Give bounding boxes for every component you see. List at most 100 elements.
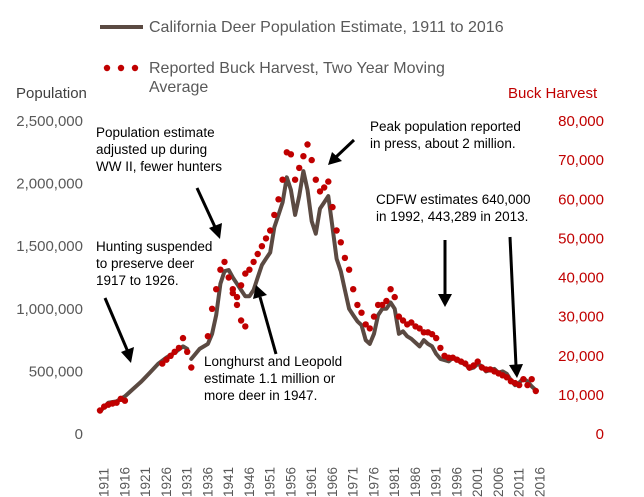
harvest-point <box>242 270 249 277</box>
harvest-point <box>304 141 311 148</box>
y-left-tick-label: 0 <box>75 426 83 443</box>
harvest-point <box>221 258 228 266</box>
harvest-point <box>428 331 436 338</box>
harvest-point <box>337 239 344 246</box>
harvest-point <box>379 301 386 309</box>
x-tick-label: 2016 <box>532 467 547 497</box>
harvest-point <box>217 266 224 273</box>
harvest-point <box>175 344 183 352</box>
harvest-point <box>370 313 378 320</box>
x-tick-label: 1936 <box>200 467 215 497</box>
harvest-point <box>275 196 282 203</box>
y-right-axis-title: Buck Harvest <box>508 85 598 102</box>
harvest-point <box>287 151 295 158</box>
harvest-point <box>171 348 178 355</box>
harvest-point <box>321 184 328 191</box>
x-tick-label: 1976 <box>366 467 381 497</box>
harvest-point <box>246 266 253 273</box>
x-tick-label: 1916 <box>117 467 132 497</box>
harvest-point <box>358 309 365 316</box>
harvest-point <box>242 323 249 330</box>
y-right-tick-label: 80,000 <box>558 113 604 130</box>
y-left-tick-label: 2,500,000 <box>16 113 83 130</box>
arrow-ww2 <box>195 187 222 239</box>
harvest-point <box>188 364 195 371</box>
harvest-point <box>163 356 170 363</box>
harvest-point <box>312 176 319 183</box>
harvest-point <box>462 360 469 367</box>
x-tick-label: 1911 <box>97 468 112 497</box>
harvest-point <box>528 376 535 383</box>
harvest-point <box>391 293 398 301</box>
x-tick-label: 1986 <box>408 467 423 497</box>
arrow-hunting <box>103 297 134 363</box>
annotation-longhurst: Longhurst and Leopold estimate 1.1 milli… <box>204 354 346 403</box>
x-tick-label: 1921 <box>138 467 153 497</box>
y-right-tick-label: 10,000 <box>558 387 604 404</box>
y-right-tick-label: 30,000 <box>558 309 604 326</box>
y-left-tick-label: 1,000,000 <box>16 301 83 318</box>
harvest-point <box>341 254 349 262</box>
y-right-tick-label: 20,000 <box>558 348 604 365</box>
annotation-ww2: Population estimate adjusted up during W… <box>96 125 222 174</box>
harvest-point <box>279 176 286 183</box>
harvest-point <box>233 301 241 309</box>
harvest-point <box>383 297 390 305</box>
harvest-point <box>250 258 257 266</box>
harvest-point <box>113 399 120 406</box>
legend-population-label: California Deer Population Estimate, 191… <box>149 19 504 36</box>
harvest-point <box>532 387 539 395</box>
legend-harvest-label: Reported Buck Harvest, Two Year Moving A… <box>149 60 449 96</box>
y-left-tick-label: 1,500,000 <box>16 238 83 255</box>
x-tick-label: 1931 <box>180 467 195 497</box>
harvest-point <box>395 313 403 320</box>
x-tick-label: 1926 <box>159 467 174 497</box>
y-left-tick-label: 2,000,000 <box>16 176 83 193</box>
x-tick-label: 1941 <box>221 467 236 497</box>
harvest-point <box>237 282 245 289</box>
harvest-point <box>325 178 332 185</box>
y-right-tick-label: 0 <box>596 426 604 443</box>
harvest-point <box>296 164 303 172</box>
x-tick-label: 2006 <box>491 467 506 497</box>
harvest-point <box>204 333 212 340</box>
y-right-ticks: 0 10,000 20,000 30,000 40,000 50,000 60,000 70,… <box>558 113 604 443</box>
harvest-point <box>208 305 216 312</box>
y-left-ticks: 0 500,000 1,000,000 1,500,000 2,000,000 2,500… <box>16 113 83 443</box>
annotations: Hunting suspended to preserve deer 1917 … <box>96 119 531 403</box>
y-left-tick-label: 500,000 <box>29 363 83 380</box>
harvest-point <box>524 381 531 389</box>
harvest-point <box>225 274 232 281</box>
x-tick-label: 2011 <box>512 468 527 497</box>
arrow-cdfw-2013 <box>508 236 523 378</box>
harvest-point <box>229 286 236 293</box>
x-tick-label: 1946 <box>242 467 257 497</box>
annotation-arrows <box>103 138 523 378</box>
x-tick-label: 1951 <box>263 467 278 497</box>
y-right-tick-label: 60,000 <box>558 191 604 208</box>
x-ticks: 1911 1916 1921 1926 1931 1936 1941 1946 1951 1956… <box>97 467 548 497</box>
harvest-point <box>300 153 307 160</box>
y-right-tick-label: 70,000 <box>558 152 604 169</box>
harvest-point <box>387 286 394 293</box>
harvest-point <box>167 352 174 359</box>
harvest-point <box>267 227 274 234</box>
harvest-point <box>179 334 187 342</box>
x-tick-label: 1981 <box>387 467 402 497</box>
harvest-point <box>333 227 340 234</box>
y-right-tick-label: 40,000 <box>558 270 604 287</box>
x-tick-label: 2001 <box>470 467 485 497</box>
harvest-point <box>437 344 444 352</box>
harvest-point <box>362 321 369 328</box>
harvest-point <box>262 235 270 242</box>
harvest-point <box>408 319 415 326</box>
legend: California Deer Population Estimate, 191… <box>100 19 504 96</box>
x-tick-label: 1971 <box>346 467 361 497</box>
harvest-point <box>316 188 324 195</box>
harvest-point <box>184 348 191 355</box>
arrow-peak <box>328 138 356 165</box>
x-tick-label: 1966 <box>325 467 340 497</box>
harvest-point <box>159 360 166 367</box>
harvest-point <box>271 211 278 219</box>
